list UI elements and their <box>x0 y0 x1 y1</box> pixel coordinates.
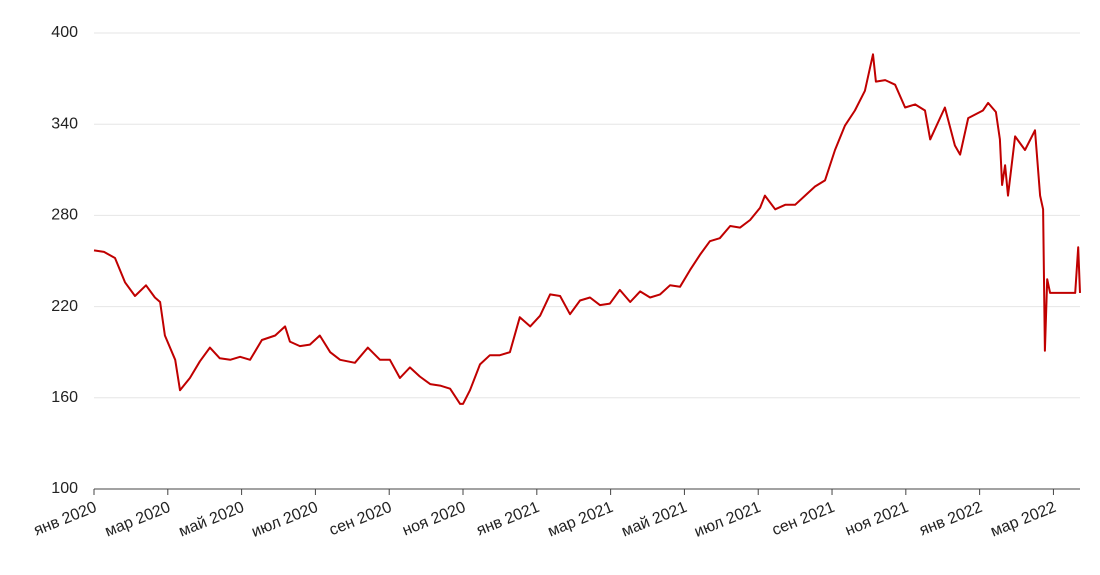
x-tick-label: июл 2021 <box>692 499 763 541</box>
x-tick-label: янв 2020 <box>31 499 99 540</box>
y-tick-label: 280 <box>51 207 78 224</box>
x-tick-label: янв 2022 <box>917 499 985 540</box>
y-tick-label: 100 <box>51 480 78 497</box>
x-tick-label: июл 2020 <box>249 499 320 541</box>
x-tick-label: мар 2021 <box>545 499 615 541</box>
y-tick-label: 220 <box>51 298 78 315</box>
x-tick-label: мар 2020 <box>103 499 173 541</box>
x-tick-label: янв 2021 <box>474 499 542 540</box>
y-tick-label: 160 <box>51 389 78 406</box>
line <box>93 53 1081 405</box>
y-tick-label: 400 <box>51 24 78 41</box>
y-tick-label: 340 <box>51 115 78 132</box>
x-tick-label: сен 2020 <box>327 499 394 539</box>
x-tick-label: сен 2021 <box>770 499 837 539</box>
x-tick-label: май 2020 <box>176 499 246 541</box>
x-tick-label: ноя 2020 <box>400 499 468 540</box>
x-tick-label: ноя 2021 <box>843 499 911 540</box>
x-tick-label: май 2021 <box>619 499 689 541</box>
x-tick-label: мар 2022 <box>988 499 1058 541</box>
